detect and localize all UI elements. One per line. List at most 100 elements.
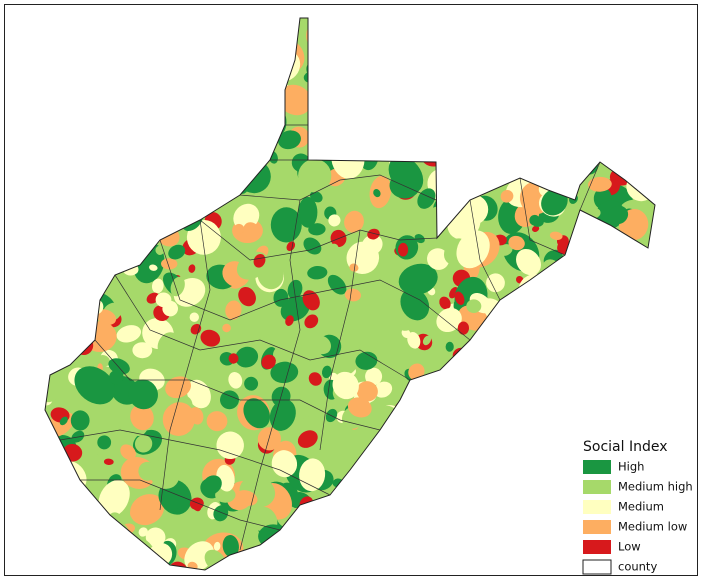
region bbox=[155, 292, 172, 308]
legend-swatch bbox=[582, 559, 612, 575]
region bbox=[308, 372, 322, 386]
region bbox=[225, 300, 242, 320]
region bbox=[311, 335, 332, 355]
region bbox=[398, 263, 438, 295]
region bbox=[109, 370, 124, 385]
region bbox=[608, 205, 629, 225]
region bbox=[130, 404, 154, 431]
region bbox=[244, 376, 259, 391]
region bbox=[445, 341, 454, 352]
region bbox=[302, 290, 320, 311]
region bbox=[151, 278, 164, 294]
region bbox=[388, 156, 424, 194]
region bbox=[222, 535, 239, 558]
region bbox=[281, 343, 314, 365]
region bbox=[270, 361, 299, 384]
region bbox=[103, 458, 114, 466]
region bbox=[588, 176, 612, 192]
region bbox=[213, 541, 221, 551]
region bbox=[529, 214, 541, 226]
region bbox=[285, 315, 294, 326]
region bbox=[436, 307, 462, 333]
region bbox=[108, 358, 130, 375]
region bbox=[430, 358, 443, 370]
region bbox=[284, 252, 306, 270]
region bbox=[138, 461, 157, 481]
region bbox=[100, 473, 110, 482]
region bbox=[220, 390, 239, 410]
region bbox=[332, 371, 359, 400]
region bbox=[273, 345, 286, 361]
region bbox=[161, 258, 178, 270]
region bbox=[134, 435, 153, 453]
region bbox=[138, 527, 148, 537]
legend-label: county bbox=[618, 560, 657, 574]
region bbox=[45, 368, 60, 403]
region bbox=[516, 248, 541, 276]
region bbox=[228, 353, 239, 364]
region bbox=[344, 210, 364, 233]
region bbox=[165, 376, 191, 399]
region bbox=[257, 427, 282, 451]
region bbox=[273, 288, 289, 307]
region bbox=[373, 189, 381, 198]
region bbox=[97, 435, 112, 450]
region bbox=[304, 314, 319, 329]
region bbox=[371, 322, 398, 345]
region bbox=[74, 366, 116, 405]
region bbox=[280, 296, 310, 322]
region bbox=[278, 130, 301, 150]
region bbox=[298, 159, 332, 193]
region bbox=[367, 228, 380, 240]
region bbox=[206, 411, 228, 432]
region bbox=[189, 312, 200, 322]
region bbox=[374, 381, 393, 398]
region bbox=[128, 379, 158, 410]
region bbox=[216, 431, 244, 460]
region bbox=[344, 288, 361, 302]
region bbox=[95, 309, 117, 325]
region bbox=[271, 450, 298, 478]
county-lines bbox=[59, 124, 601, 551]
region bbox=[422, 335, 432, 346]
region bbox=[257, 259, 284, 290]
region bbox=[194, 346, 214, 363]
region bbox=[287, 279, 303, 300]
legend-label: Medium high bbox=[618, 480, 693, 494]
region bbox=[243, 398, 270, 429]
region bbox=[157, 332, 179, 356]
legend-label: Low bbox=[618, 540, 641, 554]
region bbox=[307, 265, 328, 280]
region bbox=[466, 299, 482, 313]
region bbox=[486, 273, 505, 293]
legend-swatch bbox=[583, 540, 611, 554]
region bbox=[190, 323, 202, 335]
legend-swatch bbox=[583, 460, 611, 474]
region bbox=[132, 342, 153, 359]
region bbox=[228, 372, 243, 389]
region bbox=[457, 321, 469, 335]
legend-label: Medium bbox=[618, 500, 664, 514]
region bbox=[261, 354, 276, 370]
region bbox=[130, 503, 145, 519]
region bbox=[98, 479, 130, 518]
region bbox=[321, 365, 332, 379]
region bbox=[498, 244, 513, 256]
region bbox=[349, 263, 359, 272]
region bbox=[310, 190, 323, 203]
region bbox=[355, 351, 378, 370]
legend-label: High bbox=[618, 460, 644, 474]
region bbox=[328, 214, 341, 227]
region bbox=[253, 253, 266, 268]
region bbox=[233, 223, 245, 234]
region bbox=[456, 230, 490, 269]
region bbox=[427, 248, 450, 270]
region bbox=[369, 175, 392, 209]
region bbox=[222, 323, 231, 333]
region bbox=[346, 299, 366, 330]
region bbox=[278, 84, 312, 116]
legend-swatch bbox=[583, 500, 611, 514]
region bbox=[356, 381, 378, 402]
region bbox=[145, 527, 166, 547]
